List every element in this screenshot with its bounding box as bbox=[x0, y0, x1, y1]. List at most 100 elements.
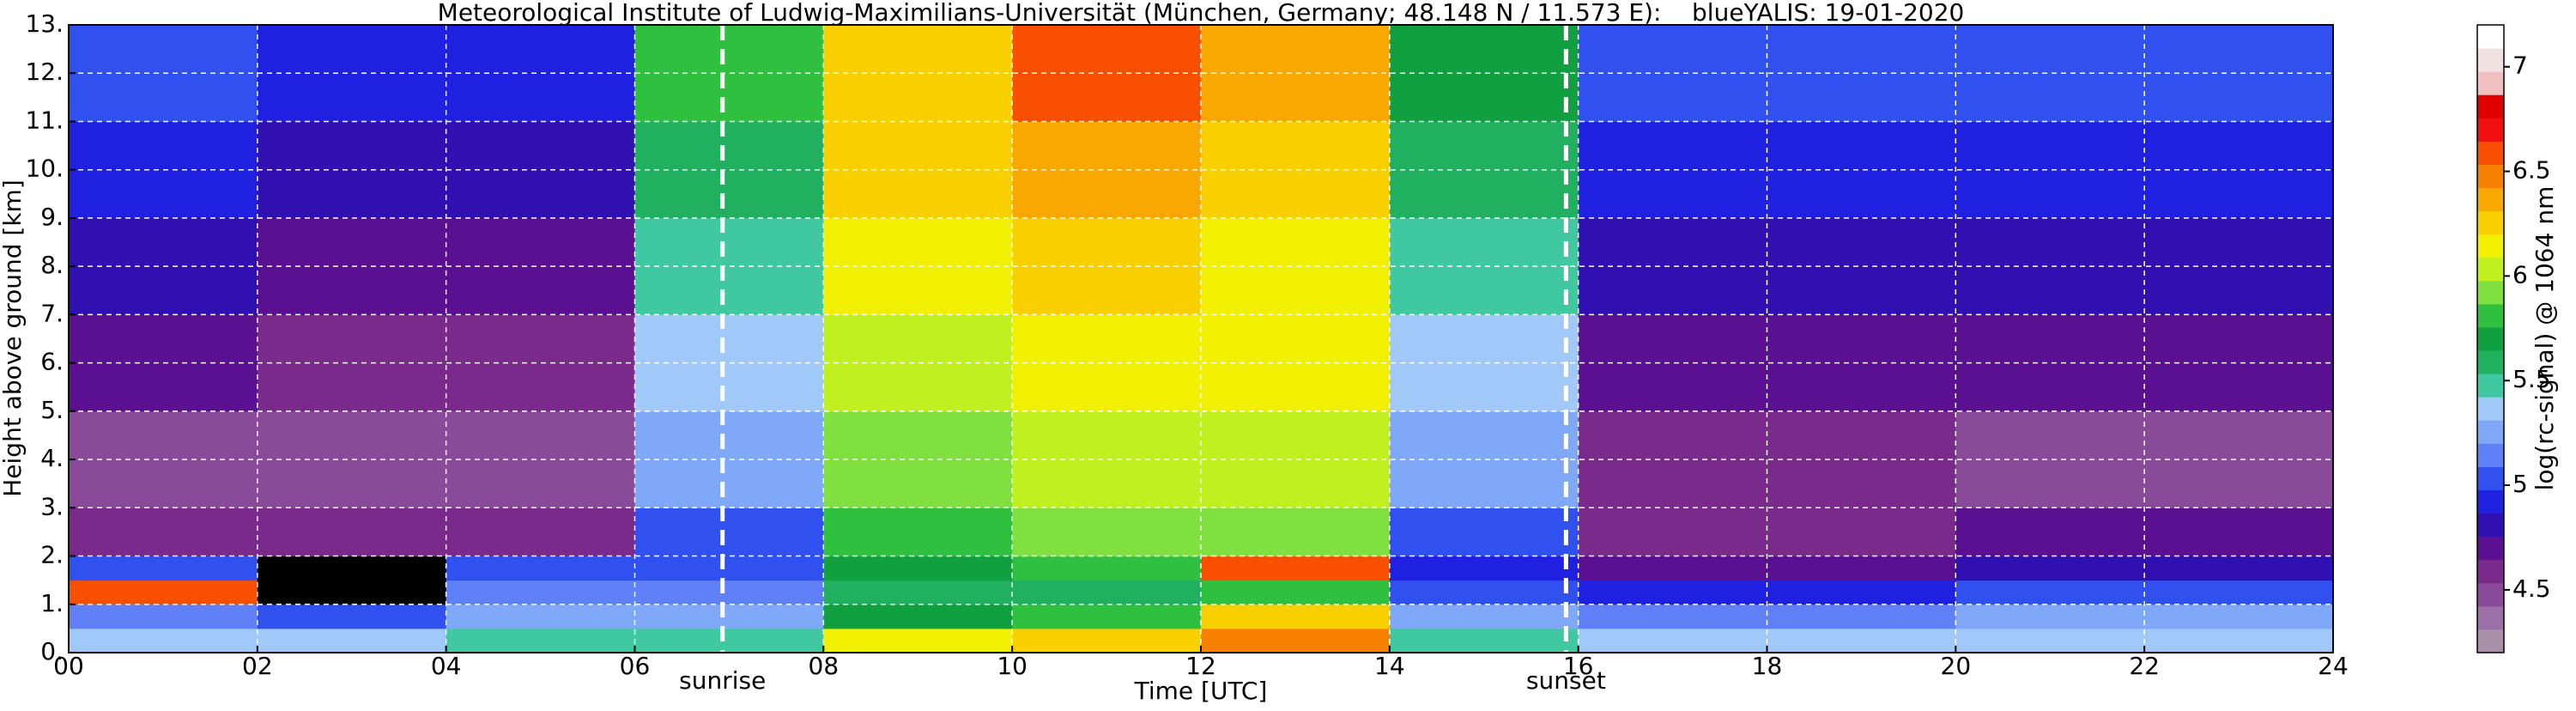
colorbar-swatch bbox=[2477, 466, 2504, 490]
heatmap-cell bbox=[1201, 580, 1391, 605]
y-tick-label: 3. bbox=[40, 492, 64, 520]
heatmap-cell bbox=[1767, 217, 1956, 315]
heatmap-cell bbox=[634, 580, 824, 605]
heatmap-cell bbox=[1012, 604, 1202, 629]
colorbar-tick-label: 5 bbox=[2512, 470, 2528, 498]
heatmap-cell bbox=[445, 314, 635, 412]
heatmap-cell bbox=[445, 410, 635, 508]
colorbar-swatch bbox=[2477, 48, 2504, 72]
heatmap-cell bbox=[823, 604, 1013, 629]
x-tick-label: 02 bbox=[242, 652, 273, 680]
colorbar-swatch bbox=[2477, 303, 2504, 328]
heatmap-cell bbox=[445, 580, 635, 605]
heatmap-cell bbox=[445, 628, 635, 653]
x-axis-label: Time [UTC] bbox=[1134, 677, 1268, 705]
heatmap-cell bbox=[823, 217, 1013, 315]
heatmap-cell bbox=[1955, 507, 2145, 557]
heatmap-cell bbox=[445, 121, 635, 219]
heatmap-cell bbox=[634, 217, 824, 315]
heatmap-cell bbox=[1389, 628, 1579, 653]
heatmap-cell bbox=[1201, 604, 1391, 629]
heatmap-cell bbox=[634, 507, 824, 557]
colorbar-swatch bbox=[2477, 326, 2504, 351]
heatmap-cell bbox=[1012, 217, 1202, 315]
heatmap-cell bbox=[823, 628, 1013, 653]
heatmap-cell bbox=[1389, 556, 1579, 581]
heatmap-cell bbox=[1012, 580, 1202, 605]
heatmap-cell bbox=[634, 410, 824, 508]
heatmap-cell bbox=[1767, 628, 1956, 653]
colorbar-swatch bbox=[2477, 559, 2504, 584]
y-tick-label: 11. bbox=[25, 106, 64, 134]
heatmap-cell bbox=[1578, 604, 1767, 629]
heatmap-cell bbox=[634, 121, 824, 219]
colorbar-swatch bbox=[2477, 536, 2504, 561]
heatmap-cell bbox=[69, 580, 258, 605]
heatmap-cell bbox=[1201, 121, 1391, 219]
heatmap-cell bbox=[1955, 556, 2145, 581]
heatmap-cell bbox=[1201, 507, 1391, 557]
x-tick-label: 06 bbox=[620, 652, 651, 680]
heatmap-cell bbox=[257, 507, 447, 557]
heatmap bbox=[69, 25, 2334, 653]
x-tick-label: 18 bbox=[1752, 652, 1783, 680]
heatmap-cell bbox=[1012, 314, 1202, 412]
colorbar-label: log(rc-signal) @ 1064 nm bbox=[2531, 186, 2559, 491]
x-tick-label: 12 bbox=[1185, 652, 1216, 680]
colorbar-tick-label: 4.5 bbox=[2512, 574, 2551, 603]
heatmap-cell bbox=[257, 556, 447, 581]
heatmap-cell bbox=[1389, 121, 1579, 219]
annotation-label: sunrise bbox=[679, 666, 766, 695]
heatmap-cell bbox=[823, 121, 1013, 219]
heatmap-cell bbox=[69, 556, 258, 581]
heatmap-cell bbox=[1201, 556, 1391, 581]
heatmap-cell bbox=[1578, 121, 1767, 219]
colorbar-swatch bbox=[2477, 420, 2504, 444]
heatmap-cell bbox=[1578, 25, 1767, 122]
heatmap-cell bbox=[1955, 410, 2145, 508]
colorbar-frame bbox=[2476, 24, 2505, 653]
heatmap-cell bbox=[2144, 410, 2334, 508]
heatmap-cell bbox=[823, 314, 1013, 412]
heatmap-cell bbox=[1578, 217, 1767, 315]
heatmap-cell bbox=[1955, 25, 2145, 122]
heatmap-cell bbox=[1389, 604, 1579, 629]
heatmap-cell bbox=[1389, 507, 1579, 557]
heatmap-cell bbox=[1389, 314, 1579, 412]
colorbar-swatch bbox=[2477, 187, 2504, 212]
y-tick-label: 12. bbox=[25, 58, 64, 86]
colorbar-swatch bbox=[2477, 629, 2504, 653]
colorbar-swatch bbox=[2477, 489, 2504, 514]
heatmap-cell bbox=[1012, 121, 1202, 219]
y-tick-label: 13. bbox=[25, 9, 64, 38]
heatmap-cell bbox=[823, 507, 1013, 557]
heatmap-cell bbox=[69, 507, 258, 557]
heatmap-cell bbox=[823, 580, 1013, 605]
heatmap-cell bbox=[1389, 25, 1579, 122]
heatmap-cell bbox=[445, 25, 635, 122]
colorbar-tick-label: 6 bbox=[2512, 260, 2528, 289]
heatmap-cell bbox=[445, 507, 635, 557]
x-tick-label: 04 bbox=[431, 652, 462, 680]
colorbar-swatch bbox=[2477, 94, 2504, 118]
heatmap-cell bbox=[1767, 604, 1956, 629]
colorbar-swatch bbox=[2477, 141, 2504, 165]
chart-title: Meteorological Institute of Ludwig-Maxim… bbox=[438, 0, 1965, 27]
colorbar-tick-label: 5.5 bbox=[2512, 365, 2551, 393]
colorbar-tick-label: 6.5 bbox=[2512, 156, 2551, 185]
colorbar-swatch bbox=[2477, 234, 2504, 258]
heatmap-cell bbox=[2144, 556, 2334, 581]
colorbar-swatch bbox=[2477, 118, 2504, 142]
heatmap-cell bbox=[1578, 556, 1767, 581]
plot-frame bbox=[68, 24, 2334, 653]
x-tick-label: 22 bbox=[2129, 652, 2160, 680]
heatmap-cell bbox=[445, 604, 635, 629]
y-tick-label: 8. bbox=[40, 251, 64, 279]
heatmap-cell bbox=[445, 217, 635, 315]
heatmap-cell bbox=[2144, 314, 2334, 412]
y-tick-label: 6. bbox=[40, 348, 64, 376]
heatmap-cell bbox=[2144, 604, 2334, 629]
heatmap-cell bbox=[2144, 25, 2334, 122]
